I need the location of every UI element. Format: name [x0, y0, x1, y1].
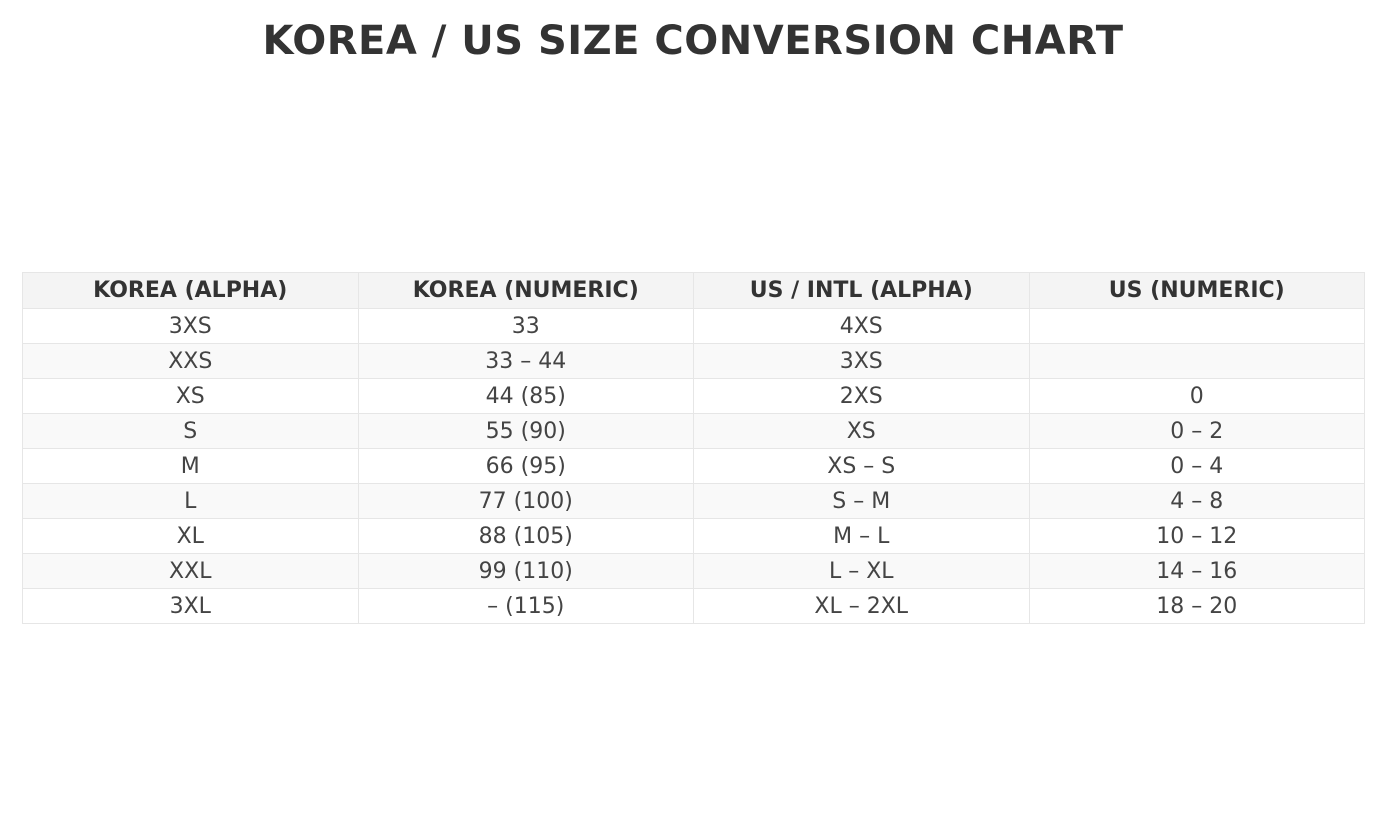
table-cell: S – M: [693, 483, 1030, 519]
table-cell: 0: [1028, 378, 1365, 414]
table-cell: 3XS: [693, 343, 1030, 379]
table-row: XL 88 (105) M – L 10 – 12: [22, 518, 1365, 554]
table-cell: 0 – 4: [1028, 448, 1365, 484]
table-cell: 66 (95): [357, 448, 694, 484]
table-cell: [1028, 308, 1365, 344]
table-cell: S: [22, 413, 359, 449]
header-row: KOREA (ALPHA) KOREA (NUMERIC) US / INTL (A…: [22, 272, 1365, 309]
table-cell: XXS: [22, 343, 359, 379]
table-cell: M: [22, 448, 359, 484]
table-cell: 44 (85): [357, 378, 694, 414]
table-cell: – (115): [357, 588, 694, 624]
column-header: KOREA (ALPHA): [22, 272, 359, 309]
table-row: XXS 33 – 44 3XS: [22, 343, 1365, 379]
column-header: US / INTL (ALPHA): [693, 272, 1030, 309]
table-cell: XL: [22, 518, 359, 554]
table-cell: L: [22, 483, 359, 519]
table-cell: 4 – 8: [1028, 483, 1365, 519]
table-cell: 14 – 16: [1028, 553, 1365, 589]
table-cell: 88 (105): [357, 518, 694, 554]
table-cell: M – L: [693, 518, 1030, 554]
chart-title: KOREA / US SIZE CONVERSION CHART: [262, 18, 1124, 64]
table-cell: 99 (110): [357, 553, 694, 589]
table-row: XS 44 (85) 2XS 0: [22, 378, 1365, 414]
table-cell: 2XS: [693, 378, 1030, 414]
table-row: XXL 99 (110) L – XL 14 – 16: [22, 553, 1365, 589]
size-conversion-table: KOREA (ALPHA) KOREA (NUMERIC) US / INTL (A…: [22, 272, 1365, 624]
table-cell: XS – S: [693, 448, 1030, 484]
table-row: S 55 (90) XS 0 – 2: [22, 413, 1365, 449]
table-cell: 33: [357, 308, 694, 344]
table-cell: XL – 2XL: [693, 588, 1030, 624]
table-cell: L – XL: [693, 553, 1030, 589]
table-cell: 33 – 44: [357, 343, 694, 379]
table-cell: 3XL: [22, 588, 359, 624]
table-cell: [1028, 343, 1365, 379]
table-cell: 0 – 2: [1028, 413, 1365, 449]
table-cell: 3XS: [22, 308, 359, 344]
table-cell: XS: [693, 413, 1030, 449]
table-row: 3XL – (115) XL – 2XL 18 – 20: [22, 588, 1365, 624]
table-cell: 10 – 12: [1028, 518, 1365, 554]
table-cell: 77 (100): [357, 483, 694, 519]
column-header: US (NUMERIC): [1028, 272, 1365, 309]
table-cell: 55 (90): [357, 413, 694, 449]
table-cell: XXL: [22, 553, 359, 589]
column-header: KOREA (NUMERIC): [357, 272, 694, 309]
table-row: 3XS 33 4XS: [22, 308, 1365, 344]
table-cell: 18 – 20: [1028, 588, 1365, 624]
table-cell: XS: [22, 378, 359, 414]
table-cell: 4XS: [693, 308, 1030, 344]
